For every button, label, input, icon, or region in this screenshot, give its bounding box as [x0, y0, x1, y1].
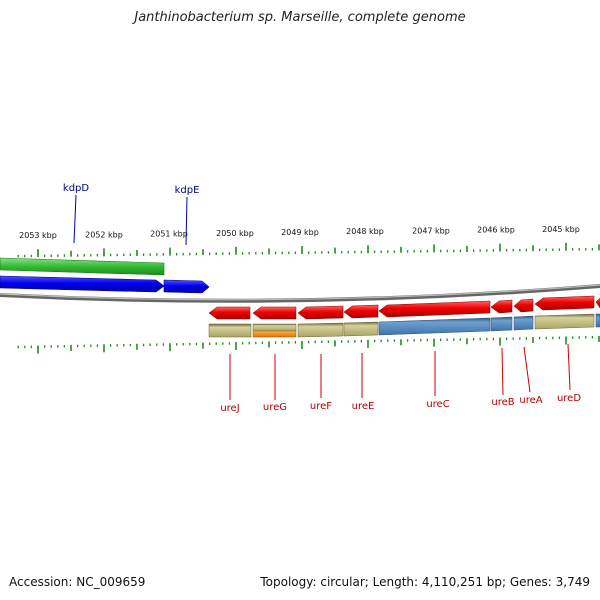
reverse-function-feature-blue	[378, 317, 491, 336]
reverse-function-feature	[252, 323, 297, 332]
inner-scale-ticks	[17, 335, 600, 354]
reverse-cds-feature-ureD	[534, 295, 595, 311]
reverse-cds-feature-ureE	[343, 304, 379, 319]
scale-label: 2046 kbp	[477, 226, 515, 235]
reverse-cds-feature-ureC	[378, 300, 491, 318]
reverse-cds-feature-offscreen	[595, 297, 600, 309]
reverse-cds-feature-ureJ	[208, 306, 251, 320]
reverse-function-feature-orange	[252, 330, 297, 338]
genome-backbone-highlight	[0, 284, 600, 301]
genome-stats-label: Topology: circular; Length: 4,110,251 bp…	[260, 575, 590, 589]
gene-label-ureA: ureA	[519, 395, 542, 406]
gene-label-kdpD: kdpD	[63, 183, 89, 194]
scale-label: 2053 kbp	[19, 231, 57, 240]
reverse-cds-feature-ureF	[297, 305, 344, 320]
reverse-function-feature-blue	[490, 316, 513, 332]
leader-kdpE	[185, 196, 188, 246]
gene-label-ureD: ureD	[557, 393, 581, 404]
leader-kdpD	[73, 194, 77, 244]
outer-scale-ticks	[17, 242, 600, 258]
gene-label-ureG: ureG	[263, 402, 287, 413]
gene-label-ureJ: ureJ	[220, 403, 239, 414]
gene-label-ureF: ureF	[310, 401, 332, 412]
reverse-cds-track	[208, 295, 600, 320]
scale-label: 2045 kbp	[542, 225, 580, 234]
scale-label: 2051 kbp	[150, 230, 188, 239]
forward-function-feature	[0, 257, 165, 276]
gene-label-kdpE: kdpE	[175, 185, 200, 196]
scale-label: 2052 kbp	[85, 230, 123, 239]
leader-ureD	[567, 343, 571, 391]
leader-ureA	[523, 346, 531, 393]
leader-ureB	[501, 347, 504, 396]
reverse-function-track	[208, 313, 600, 338]
reverse-function-feature	[297, 322, 344, 338]
accession-label: Accession: NC_009659	[9, 575, 146, 589]
genome-backbone	[0, 284, 600, 303]
scale-label: 2047 kbp	[412, 226, 450, 235]
reverse-function-feature	[343, 321, 379, 337]
reverse-function-feature-blue	[595, 313, 600, 328]
scale-label: 2050 kbp	[216, 229, 254, 238]
scale-label: 2049 kbp	[281, 228, 319, 237]
scale-labels: 2053 kbp 2052 kbp 2051 kbp 2050 kbp 2049 kbp…	[19, 225, 580, 240]
gene-label-ureC: ureC	[426, 399, 449, 410]
map-title: Janthinobacterium sp. Marseille, complet…	[134, 10, 466, 25]
gene-label-leaders	[73, 194, 571, 400]
scale-label: 2048 kbp	[346, 227, 384, 236]
forward-cds-feature-kdpD	[0, 275, 165, 293]
reverse-cds-feature-ureG	[252, 306, 297, 320]
reverse-cds-feature-ureA	[513, 298, 534, 313]
gene-label-ureB: ureB	[491, 397, 514, 408]
reverse-function-feature	[208, 323, 252, 338]
forward-cds-feature-kdpE	[163, 279, 210, 294]
reverse-function-feature-blue	[513, 315, 534, 331]
gene-label-ureE: ureE	[352, 401, 375, 412]
reverse-cds-feature-ureB	[490, 299, 513, 314]
reverse-function-feature	[534, 313, 595, 330]
